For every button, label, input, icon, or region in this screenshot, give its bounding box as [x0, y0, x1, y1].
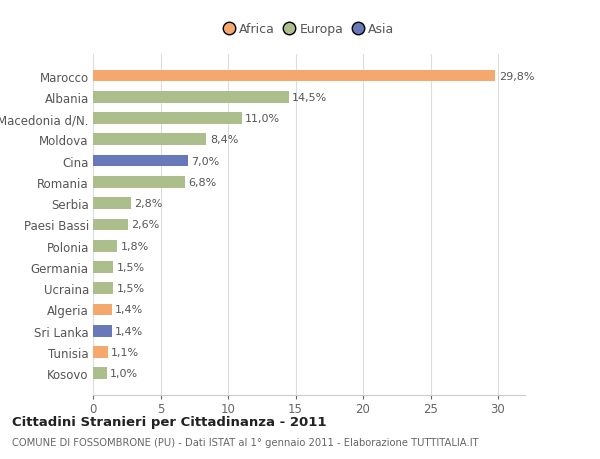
Text: 1,1%: 1,1% [111, 347, 139, 357]
Legend: Africa, Europa, Asia: Africa, Europa, Asia [221, 21, 397, 39]
Bar [93, 113, 241, 125]
Bar [93, 198, 131, 209]
Text: 8,4%: 8,4% [210, 135, 238, 145]
Text: 1,5%: 1,5% [116, 263, 145, 272]
Bar [93, 304, 112, 316]
Text: COMUNE DI FOSSOMBRONE (PU) - Dati ISTAT al 1° gennaio 2011 - Elaborazione TUTTIT: COMUNE DI FOSSOMBRONE (PU) - Dati ISTAT … [12, 437, 479, 447]
Text: 1,4%: 1,4% [115, 326, 143, 336]
Text: 1,5%: 1,5% [116, 284, 145, 294]
Text: 29,8%: 29,8% [499, 71, 534, 81]
Bar [93, 283, 113, 294]
Text: 7,0%: 7,0% [191, 156, 219, 166]
Text: 2,8%: 2,8% [134, 199, 163, 209]
Bar [93, 219, 128, 231]
Text: 1,4%: 1,4% [115, 305, 143, 315]
Bar [93, 262, 113, 273]
Bar [93, 134, 206, 146]
Text: 1,0%: 1,0% [110, 369, 138, 379]
Bar [93, 177, 185, 188]
Bar [93, 325, 112, 337]
Bar [93, 368, 107, 379]
Text: 14,5%: 14,5% [292, 93, 328, 102]
Text: Cittadini Stranieri per Cittadinanza - 2011: Cittadini Stranieri per Cittadinanza - 2… [12, 415, 326, 428]
Bar [93, 156, 187, 167]
Text: 1,8%: 1,8% [121, 241, 149, 251]
Text: 2,6%: 2,6% [131, 220, 160, 230]
Bar [93, 241, 118, 252]
Bar [93, 71, 496, 82]
Bar [93, 92, 289, 103]
Text: 6,8%: 6,8% [188, 178, 217, 187]
Text: 11,0%: 11,0% [245, 114, 280, 124]
Bar [93, 347, 108, 358]
